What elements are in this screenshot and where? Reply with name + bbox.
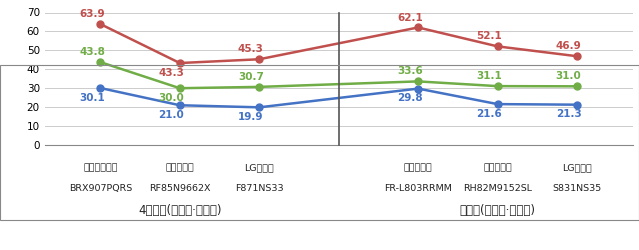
- Text: 양문형(좌냉동·우냉장): 양문형(좌냉동·우냉장): [459, 204, 535, 217]
- Text: 33.6: 33.6: [397, 66, 422, 76]
- Text: 31.1: 31.1: [476, 71, 502, 81]
- Text: FR-L803RRMM: FR-L803RRMM: [384, 184, 452, 193]
- Text: 31.0: 31.0: [556, 72, 581, 82]
- Text: F871NS33: F871NS33: [235, 184, 284, 193]
- Text: 19.9: 19.9: [238, 112, 264, 122]
- Text: 4도어형(상냉장·하냉동): 4도어형(상냉장·하냉동): [138, 204, 222, 217]
- Text: 삼성전자㈜: 삼성전자㈜: [483, 164, 512, 173]
- Text: 45.3: 45.3: [238, 44, 264, 54]
- Text: RF85N9662X: RF85N9662X: [149, 184, 210, 193]
- Text: 21.3: 21.3: [556, 109, 581, 119]
- Text: 30.0: 30.0: [158, 93, 184, 103]
- Text: 62.1: 62.1: [397, 12, 422, 22]
- Text: ㈜대우전자: ㈜대우전자: [404, 164, 433, 173]
- Text: 29.8: 29.8: [397, 93, 422, 103]
- Text: 46.9: 46.9: [556, 41, 581, 51]
- Text: ㈜대유위니아: ㈜대유위니아: [83, 164, 118, 173]
- Text: 30.1: 30.1: [79, 92, 105, 102]
- Text: 43.3: 43.3: [158, 68, 185, 78]
- Text: 21.0: 21.0: [158, 110, 184, 120]
- Text: 21.6: 21.6: [476, 108, 502, 118]
- Text: RH82M9152SL: RH82M9152SL: [463, 184, 532, 193]
- Text: 삼성전자㈜: 삼성전자㈜: [166, 164, 194, 173]
- Text: 52.1: 52.1: [476, 32, 502, 42]
- Text: 63.9: 63.9: [79, 9, 105, 19]
- Text: LG전자㈜: LG전자㈜: [562, 164, 592, 173]
- Text: LG전자㈜: LG전자㈜: [244, 164, 274, 173]
- Text: S831NS35: S831NS35: [552, 184, 602, 193]
- Text: BRX907PQRS: BRX907PQRS: [69, 184, 132, 193]
- Text: 30.7: 30.7: [238, 72, 264, 82]
- Text: 43.8: 43.8: [79, 47, 105, 57]
